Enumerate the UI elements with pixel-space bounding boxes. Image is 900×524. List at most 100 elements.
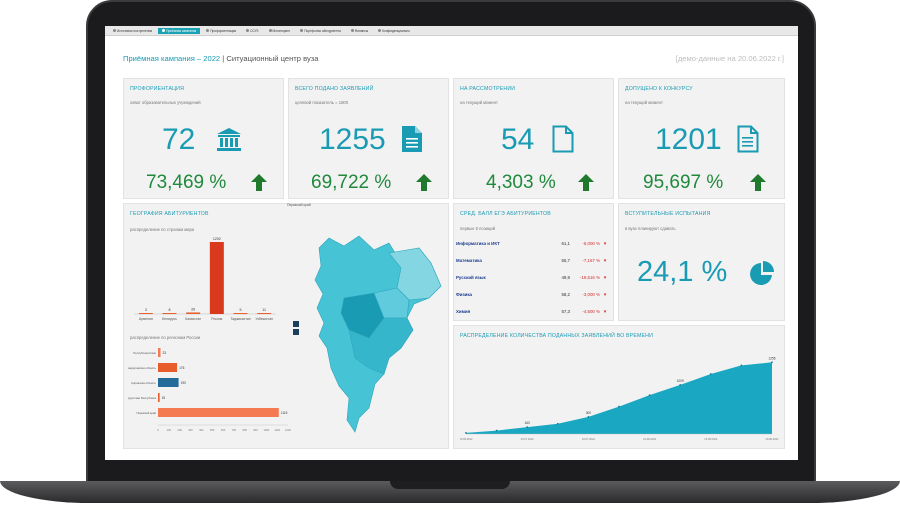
exams-value: 24,1 % (637, 256, 728, 288)
region-category-label: Кировская область (131, 381, 156, 385)
region-bar[interactable] (158, 408, 279, 417)
kpi-admitted[interactable]: ДОПУЩЕНО К КОНКУРСУ на текущий момент 12… (618, 78, 785, 199)
tab-label: Конфиденциально (382, 28, 410, 33)
map-region-south[interactable] (348, 317, 414, 375)
pie-chart-icon (750, 261, 774, 285)
score-row[interactable]: Физика 58,2 -3,000 % ▼ (456, 292, 614, 297)
world-bar[interactable] (162, 313, 177, 314)
region-tick-label: 100 (167, 428, 172, 432)
world-bar[interactable] (257, 313, 272, 314)
tab-6[interactable]: Финансы (347, 28, 372, 34)
tab-3[interactable]: ССУЗ (242, 28, 262, 34)
timeline-point[interactable] (465, 431, 467, 434)
region-bar-label: 23 (162, 351, 166, 355)
world-bar-label: 8 (169, 308, 171, 312)
kpi-applications[interactable]: ВСЕГО ПОДАНО ЗАЯВЛЕНИЙ целевой показател… (288, 78, 449, 199)
tab-5[interactable]: Портфолио абитуриента (296, 28, 345, 34)
tab-label: Приёмная кампания (166, 28, 197, 33)
entrance-exams-panel[interactable]: ВСТУПИТЕЛЬНЫЕ ИСПЫТАНИЯ в вузе планируют… (618, 203, 785, 321)
document-outline-icon (552, 125, 574, 153)
kpi-subtitle: целевой показатель = 1800 (295, 100, 349, 105)
tab-2[interactable]: Профориентация (202, 28, 240, 34)
timeline-data-label: 300 (586, 411, 592, 415)
timeline-area[interactable] (466, 362, 772, 434)
timeline-panel[interactable]: РАСПРЕДЕЛЕНИЕ КОЛИЧЕСТВА ПОДАННЫХ ЗАЯВЛЕ… (453, 325, 785, 449)
region-tick-label: 0 (157, 428, 159, 432)
kpi-value: 1201 (655, 123, 722, 156)
tab-label: Финансы (354, 28, 369, 33)
world-bar[interactable] (233, 313, 248, 314)
timeline-point[interactable] (740, 364, 743, 367)
timeline-point[interactable] (556, 422, 559, 425)
kpi-title: НА РАССМОТРЕНИИ (460, 86, 516, 92)
tab-icon (378, 29, 382, 32)
perm-region-map[interactable] (289, 208, 449, 448)
score-row[interactable]: Русский язык 49,9 -19,516 % ▼ (456, 275, 614, 280)
score-value: 58,2 (561, 292, 570, 297)
exams-subtitle: в вузе планируют сдавать (625, 226, 676, 231)
down-arrow-icon: ▼ (602, 309, 608, 314)
timeline-tick-label: 01.08.2022 (643, 437, 657, 441)
region-bar[interactable] (158, 393, 160, 402)
region-tick-label: 700 (232, 428, 237, 432)
timeline-point[interactable] (679, 383, 682, 386)
kpi-value: 1255 (319, 123, 386, 156)
region-bar[interactable] (158, 378, 179, 387)
region-bar-label: 1115 (281, 411, 288, 415)
map-caption: Пермский край (287, 203, 311, 207)
browser-tabbar: Источники поступления Приёмная кампания Пр… (105, 26, 798, 36)
map-region-east[interactable] (373, 287, 410, 319)
timeline-point[interactable] (495, 429, 498, 432)
score-subject: Информатика и ИКТ (456, 241, 500, 246)
geography-panel[interactable]: ГЕОГРАФИЯ АБИТУРИЕНТОВ распределение по … (123, 203, 449, 449)
geography-title: ГЕОГРАФИЯ АБИТУРИЕНТОВ (130, 211, 209, 217)
tab-1[interactable]: Приёмная кампания (158, 27, 201, 34)
score-subject: Физика (456, 292, 472, 297)
region-bar[interactable] (158, 348, 161, 357)
scores-title: СРЕД. БАЛЛ ЕГЭ АБИТУРИЕНТОВ (460, 211, 551, 217)
region-category-label: Удмуртская Республика (128, 396, 156, 400)
timeline-point[interactable] (771, 361, 773, 364)
world-bar[interactable] (138, 313, 153, 314)
timeline-point[interactable] (526, 426, 529, 429)
tab-4[interactable]: Мониторинг (265, 28, 295, 34)
kpi-percent: 73,469 % (146, 172, 227, 193)
tab-7[interactable]: Конфиденциально (374, 28, 414, 34)
timeline-tick-label: 20.06.2022 (460, 437, 473, 441)
kpi-under-review[interactable]: НА РАССМОТРЕНИИ на текущий момент 54 4,3… (453, 78, 614, 199)
map-zoom-out-button[interactable] (293, 329, 299, 335)
score-row[interactable]: Математика 55,7 -7,167 % ▼ (456, 258, 614, 263)
region-bar[interactable] (158, 363, 178, 372)
kpi-subtitle: на текущий момент (460, 100, 498, 105)
kpi-percent: 95,697 % (643, 172, 724, 193)
timeline-point[interactable] (709, 373, 712, 375)
tab-icon (300, 29, 304, 32)
region-bar-label: 190 (181, 381, 187, 385)
timeline-tick-label: 15.08.2022 (704, 437, 718, 441)
world-bar-label: 26 (191, 307, 195, 311)
kpi-proforientation[interactable]: ПРОФОРИЕНТАЦИЯ охват образовательных учр… (123, 78, 284, 199)
ege-scores-panel[interactable]: СРЕД. БАЛЛ ЕГЭ АБИТУРИЕНТОВ первые 5 поз… (453, 203, 614, 321)
page-header: Приёмная кампания – 2022 | Ситуационный … (105, 36, 798, 74)
world-bar-label: 5 (240, 308, 242, 312)
kpi-percent: 4,303 % (486, 172, 556, 193)
region-tick-label: 800 (243, 428, 248, 432)
region-tick-label: 600 (221, 428, 226, 432)
score-row[interactable]: Информатика и ИКТ 61,1 -6,000 % ▼ (456, 241, 614, 246)
score-row[interactable]: Химия 57,3 -4,500 % ▼ (456, 309, 614, 314)
timeline-point[interactable] (618, 405, 620, 408)
tab-0[interactable]: Источники поступления (109, 28, 156, 34)
world-bar[interactable] (209, 242, 224, 314)
timeline-point[interactable] (648, 394, 651, 397)
region-category-label: Свердловская область (128, 366, 157, 370)
world-category-label: Таджикистан (230, 317, 250, 321)
tab-icon (162, 29, 166, 32)
tab-icon (350, 29, 354, 32)
page-title-main: Приёмная кампания – 2022 (123, 54, 221, 63)
region-tick-label: 1200 (285, 428, 291, 432)
map-region-ne[interactable] (388, 247, 442, 301)
timeline-point[interactable] (587, 415, 590, 418)
world-bar[interactable] (186, 312, 201, 314)
document-filled-icon (402, 126, 422, 152)
map-zoom-in-button[interactable] (293, 321, 299, 327)
